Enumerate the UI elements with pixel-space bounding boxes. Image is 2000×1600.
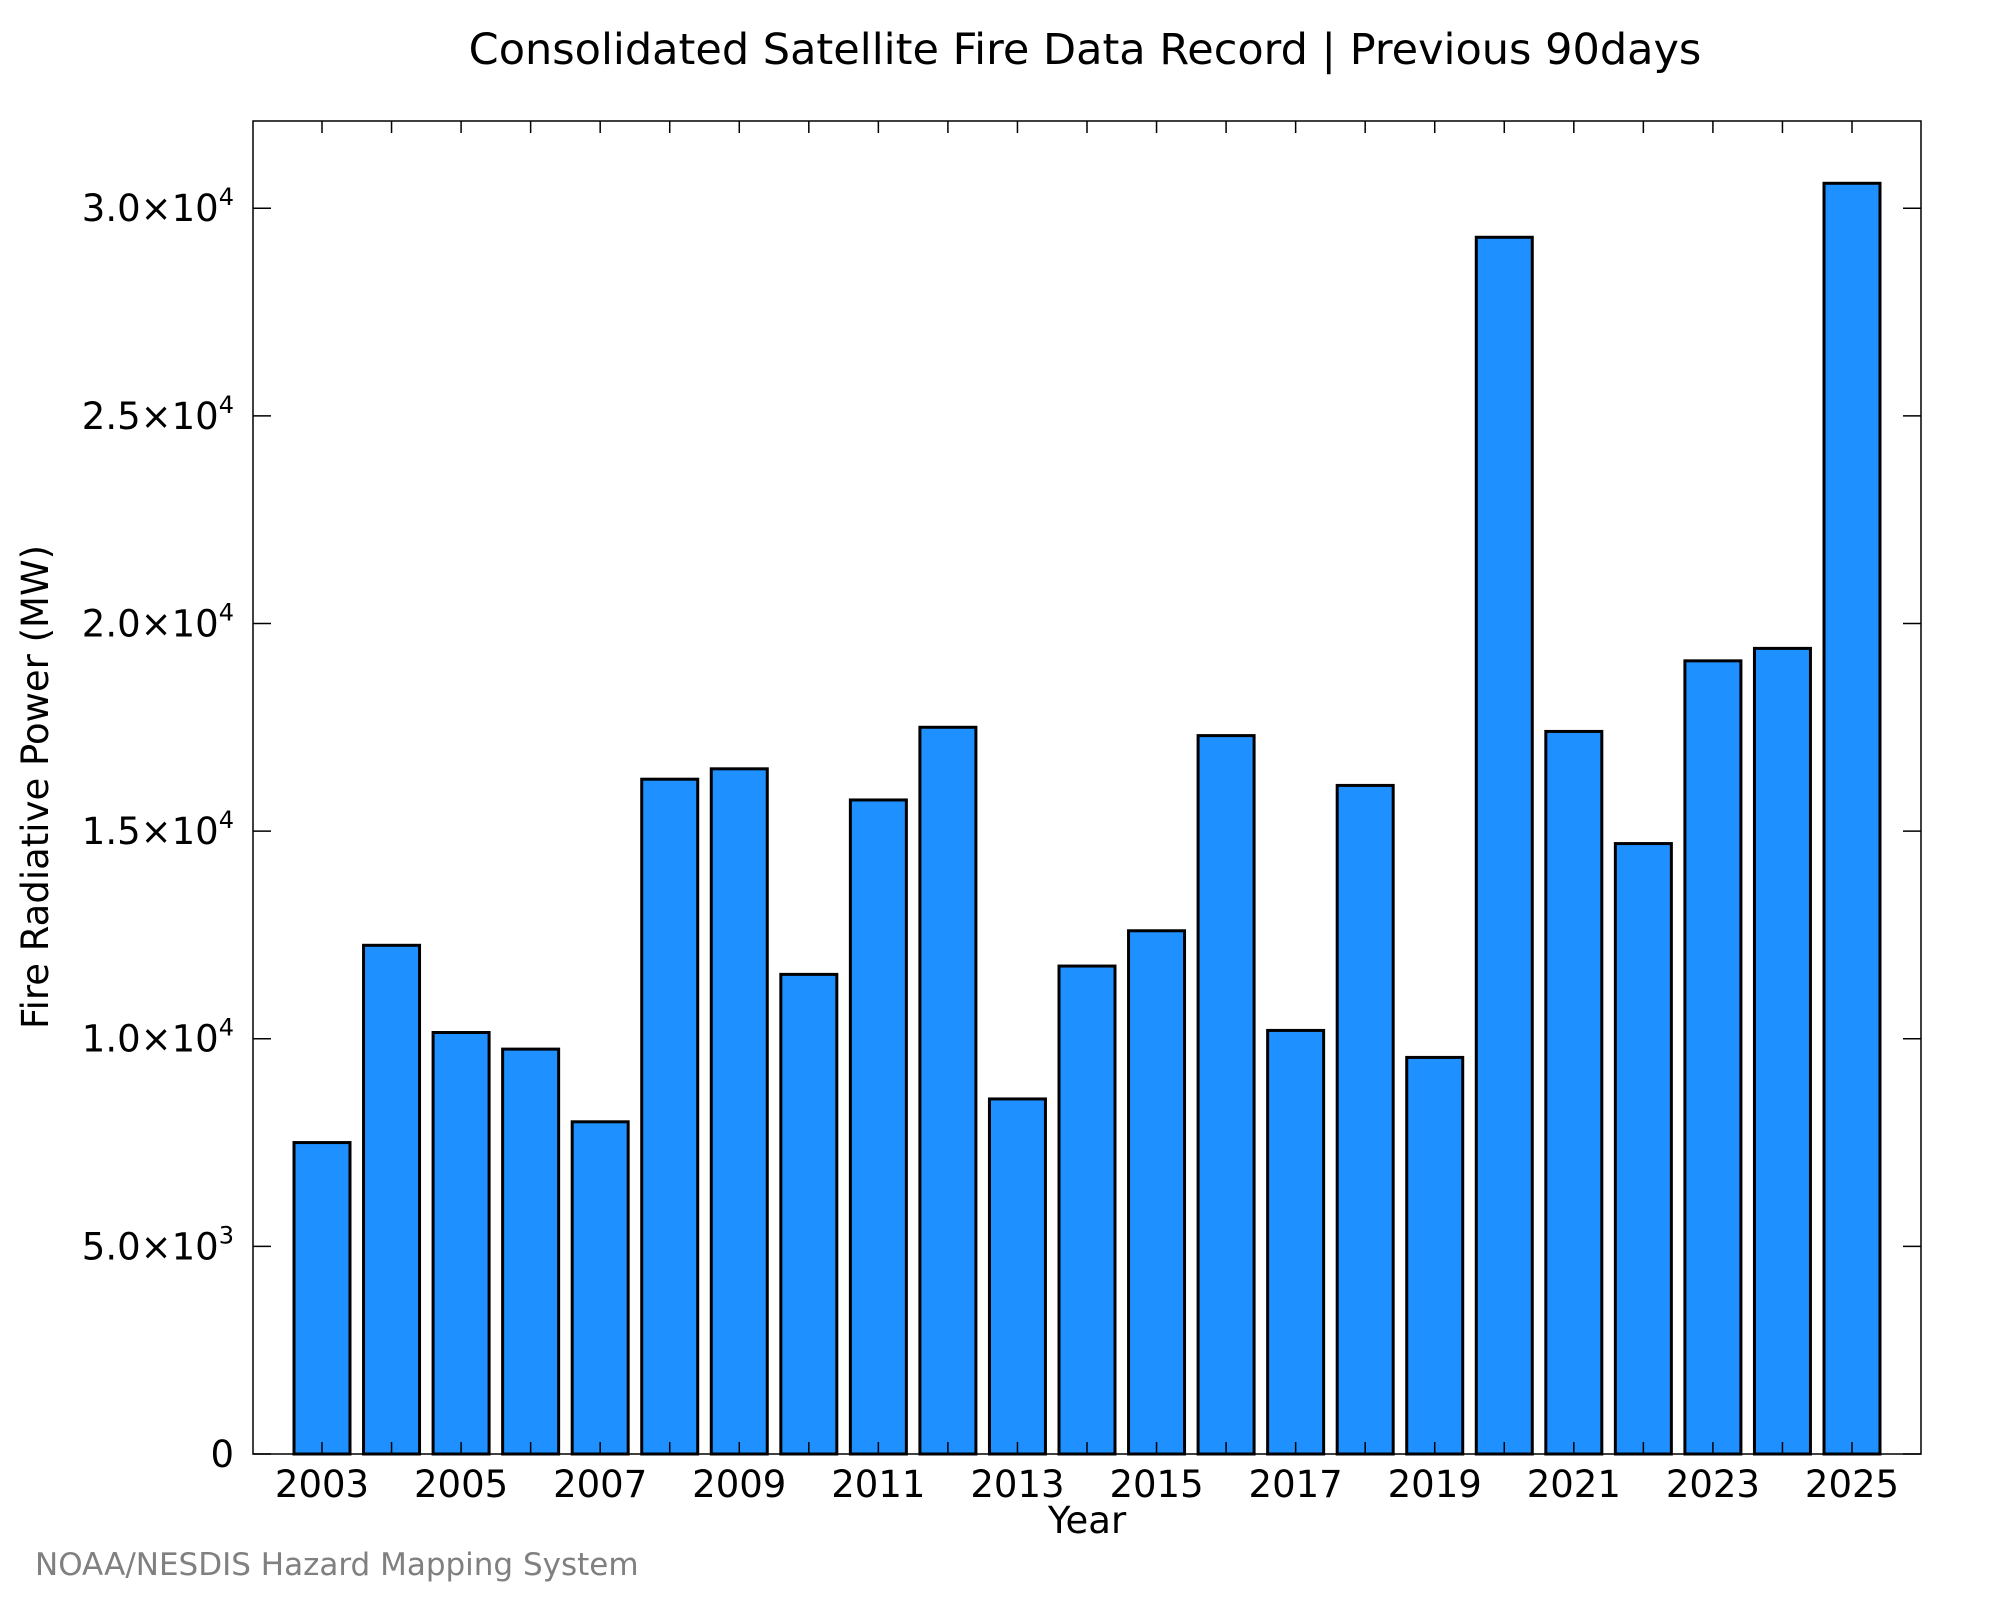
y-tick-label: 1.0×104	[82, 1014, 234, 1061]
bar-2017	[1266, 1028, 1326, 1456]
bar-2019	[1405, 1055, 1465, 1456]
y-tick-label: 2.5×104	[82, 391, 234, 438]
bar-2023	[1683, 659, 1743, 1456]
x-tick-label: 2019	[1388, 1463, 1482, 1506]
x-tick-labels: 2003 2005 2007 2009 2011 2013 2015 2017 2019 2021…	[275, 1463, 1899, 1506]
bar-2005	[431, 1031, 491, 1456]
bar-2016	[1196, 734, 1256, 1456]
x-tick-label: 2005	[414, 1463, 508, 1506]
x-tick-label: 2011	[831, 1463, 925, 1506]
bar-2024	[1752, 646, 1812, 1456]
ticks-layer	[253, 121, 1921, 1455]
x-tick-label: 2015	[1109, 1463, 1203, 1506]
bar-2021	[1544, 729, 1604, 1456]
bar-2009	[709, 767, 769, 1456]
y-tick-label: 2.0×104	[82, 598, 234, 645]
y-tick-label: 5.0×103	[82, 1221, 234, 1268]
bar-2014	[1057, 964, 1117, 1456]
x-tick-label: 2025	[1805, 1463, 1899, 1506]
bar-2020	[1474, 235, 1534, 1456]
x-tick-label: 2007	[553, 1463, 647, 1506]
y-tick-label: 3.0×104	[82, 183, 234, 230]
source-credit: NOAA/NESDIS Hazard Mapping System	[35, 1547, 639, 1583]
x-tick-label: 2017	[1249, 1463, 1343, 1506]
bar-2011	[848, 798, 908, 1456]
y-tick-labels: 0 5.0×103 1.0×104 1.5×104 2.0×104 2.5×104 3.0×…	[82, 183, 234, 1476]
x-tick-label: 2013	[970, 1463, 1064, 1506]
bar-2007	[570, 1120, 630, 1456]
bars-layer	[292, 181, 1882, 1456]
x-tick-label: 2003	[275, 1463, 369, 1506]
chart-title: Consolidated Satellite Fire Data Record …	[469, 25, 1702, 75]
x-tick-label: 2021	[1527, 1463, 1621, 1506]
bar-2022	[1613, 842, 1673, 1456]
bar-2008	[640, 777, 700, 1456]
bar-2003	[292, 1141, 352, 1456]
x-axis-label: Year	[1047, 1499, 1127, 1542]
bar-2015	[1127, 929, 1187, 1456]
y-tick-label: 0	[210, 1433, 234, 1476]
bar-2012	[918, 725, 978, 1456]
y-axis-label: Fire Radiative Power (MW)	[14, 545, 57, 1029]
bar-2025	[1822, 181, 1882, 1456]
bar-2010	[779, 972, 839, 1456]
x-tick-label: 2023	[1666, 1463, 1760, 1506]
bar-2006	[501, 1047, 561, 1456]
y-tick-label: 1.5×104	[82, 806, 234, 853]
bar-2013	[987, 1097, 1047, 1456]
x-tick-label: 2009	[692, 1463, 786, 1506]
bar-2018	[1335, 783, 1395, 1456]
bar-2004	[362, 943, 422, 1456]
